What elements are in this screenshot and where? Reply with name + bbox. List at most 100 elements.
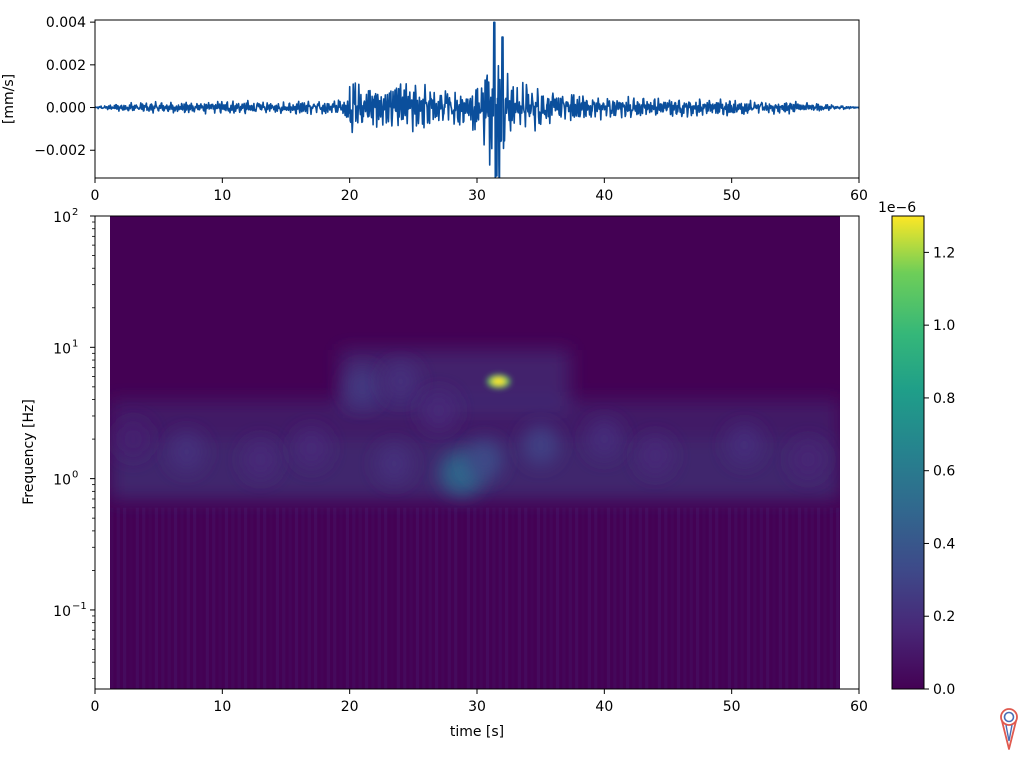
- scalogram-texture-band: [358, 507, 362, 689]
- scalogram-texture-band: [555, 507, 560, 689]
- scalogram-texture-band: [810, 507, 814, 689]
- waveform-x-tick-label: 40: [595, 188, 613, 204]
- scalogram-texture-band: [333, 507, 337, 689]
- scalogram-texture-band: [161, 507, 165, 689]
- waveform-y-tick-label: −0.002: [34, 143, 86, 159]
- scalogram-texture-band: [282, 507, 286, 689]
- scalogram-texture-band: [231, 507, 235, 689]
- waveform-y-tick-label: 0.002: [46, 58, 86, 74]
- colorbar-ticks: 0.0 0.2 0.4 0.6 0.8 1.0 1.2: [924, 245, 955, 698]
- logo-icon: [1000, 708, 1018, 750]
- waveform-x-ticks: 0 10 20 30 40 50 60: [91, 178, 868, 204]
- scalogram-x-tick-label: 0: [91, 699, 100, 715]
- waveform-y-axis-label: [mm/s]: [1, 74, 17, 124]
- scalogram-texture-band: [543, 507, 547, 689]
- scalogram-texture-band: [505, 507, 509, 689]
- scalogram-texture-band: [606, 507, 611, 689]
- scalogram-y-tick-exponent: −1: [72, 601, 87, 612]
- scalogram-texture-band: [696, 507, 700, 689]
- scalogram-texture-band: [823, 507, 827, 689]
- scalogram-texture-band: [479, 507, 483, 689]
- scalogram-texture-band: [498, 507, 502, 689]
- scalogram-hotspot: [382, 361, 419, 402]
- scalogram-texture-band: [466, 507, 470, 689]
- scalogram-y-tick-label: 10: [53, 341, 71, 357]
- colorbar-tick-label: 1.2: [933, 245, 955, 261]
- scalogram-texture-band: [594, 507, 598, 689]
- scalogram-texture-band: [797, 507, 802, 689]
- colorbar: 0.0 0.2 0.4 0.6 0.8 1.0 1.2 1e−6: [878, 200, 955, 698]
- colorbar-tick-label: 0.6: [933, 464, 955, 480]
- waveform-x-tick-label: 20: [341, 188, 359, 204]
- scalogram-texture-band: [460, 507, 464, 689]
- scalogram-texture-band: [625, 507, 630, 689]
- scalogram-hotspot: [637, 435, 674, 476]
- scalogram-texture: [110, 507, 840, 689]
- scalogram-texture-band: [727, 507, 732, 689]
- scalogram-texture-band: [263, 507, 267, 689]
- scalogram-texture-band: [702, 507, 706, 689]
- scalogram-y-tick-exponent: 2: [72, 207, 78, 218]
- scalogram-texture-band: [619, 507, 623, 689]
- scalogram-texture-band: [110, 507, 114, 689]
- scalogram-texture-band: [657, 507, 661, 689]
- scalogram-texture-band: [269, 507, 273, 689]
- scalogram-hotspot: [376, 443, 413, 484]
- scalogram-texture-band: [804, 507, 808, 689]
- waveform-y-ticks: −0.002 0.000 0.002 0.004: [34, 15, 95, 159]
- scalogram-texture-band: [186, 507, 190, 689]
- waveform-panel: 0 10 20 30 40 50 60 −0.002 0.000 0.002 0.004 [mm/…: [1, 15, 868, 204]
- scalogram-texture-band: [320, 507, 324, 689]
- scalogram-texture-band: [651, 507, 655, 689]
- scalogram-texture-band: [664, 507, 668, 689]
- scalogram-texture-band: [517, 507, 521, 689]
- scalogram-texture-band: [167, 507, 171, 689]
- scalogram-x-tick-label: 50: [723, 699, 741, 715]
- scalogram-texture-band: [581, 507, 585, 689]
- scalogram-texture-band: [154, 507, 159, 689]
- scalogram-texture-band: [314, 507, 318, 689]
- scalogram-texture-band: [689, 507, 693, 689]
- scalogram-texture-band: [345, 507, 350, 689]
- scalogram-texture-band: [434, 507, 439, 689]
- scalogram-texture-band: [568, 507, 572, 689]
- scalogram-texture-band: [441, 507, 445, 689]
- scalogram-texture-band: [199, 507, 203, 689]
- waveform-line: [95, 21, 859, 178]
- scalogram-texture-band: [218, 507, 222, 689]
- scalogram-texture-band: [307, 507, 311, 689]
- waveform-x-tick-label: 50: [723, 188, 741, 204]
- scalogram-hotspot: [466, 439, 503, 480]
- scalogram-texture-band: [428, 507, 432, 689]
- scalogram-texture-band: [549, 507, 553, 689]
- scalogram-texture-band: [562, 507, 566, 689]
- scalogram-texture-band: [447, 507, 451, 689]
- scalogram-texture-band: [205, 507, 209, 689]
- scalogram-texture-band: [409, 507, 413, 689]
- scalogram-texture-band: [326, 507, 330, 689]
- scalogram-hotspot: [344, 366, 381, 407]
- scalogram-texture-band: [734, 507, 738, 689]
- scalogram-texture-band: [746, 507, 751, 689]
- scalogram-texture-band: [123, 507, 127, 689]
- scalogram-texture-band: [275, 507, 279, 689]
- scalogram-texture-band: [587, 507, 591, 689]
- scalogram-x-tick-label: 30: [468, 699, 486, 715]
- scalogram-y-tick-exponent: 0: [72, 470, 78, 481]
- scalogram-texture-band: [294, 507, 299, 689]
- scalogram-texture-band: [816, 507, 821, 689]
- scalogram-hotspot: [420, 390, 457, 431]
- scalogram-texture-band: [288, 507, 292, 689]
- scalogram-x-tick-label: 10: [213, 699, 231, 715]
- scalogram-texture-band: [645, 507, 649, 689]
- scalogram-hotspot: [790, 439, 827, 480]
- scalogram-texture-band: [142, 507, 146, 689]
- scalogram-texture-band: [403, 507, 407, 689]
- scalogram-texture-band: [536, 507, 541, 689]
- scalogram-y-tick-label: 10: [53, 604, 71, 620]
- colorbar-tick-label: 0.0: [933, 682, 955, 698]
- scalogram-texture-band: [530, 507, 534, 689]
- scalogram-texture-band: [829, 507, 833, 689]
